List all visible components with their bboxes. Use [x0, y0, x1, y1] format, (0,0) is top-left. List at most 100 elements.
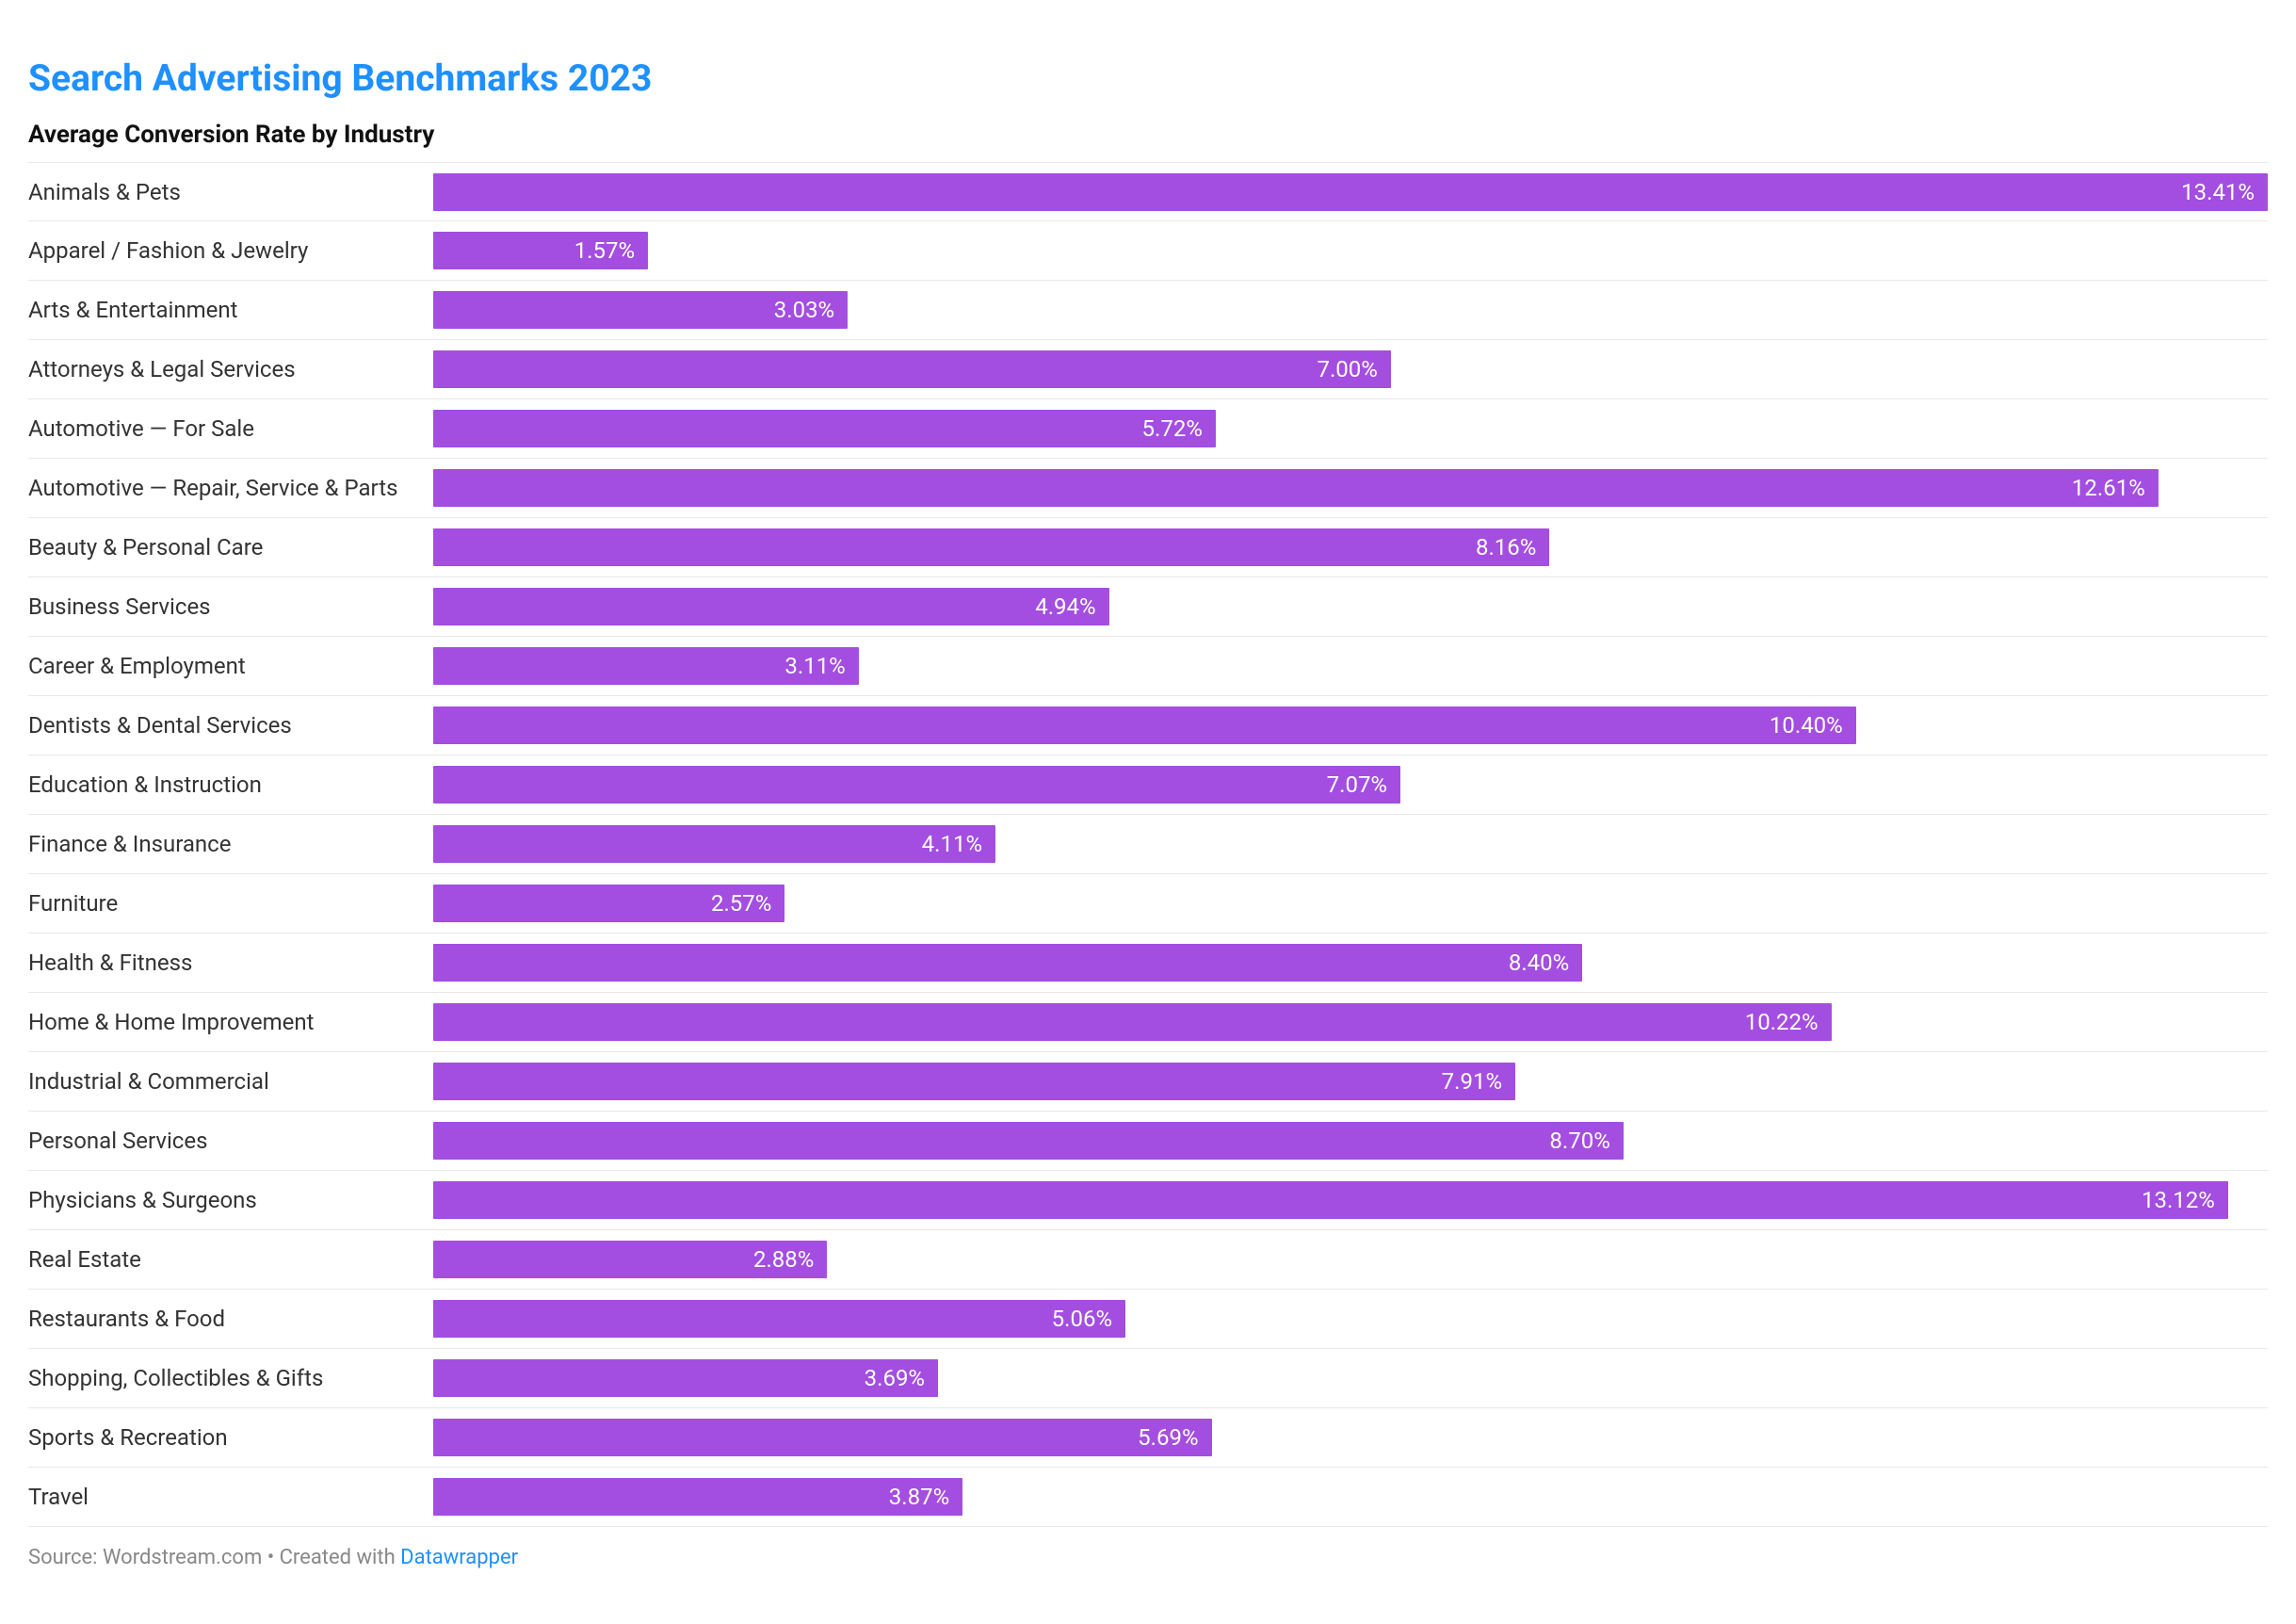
bar-cell: 7.07% [433, 755, 2268, 814]
row-label: Education & Instruction [28, 771, 433, 798]
chart-row: Home & Home Improvement 10.22% [28, 993, 2268, 1052]
bar-chart: Animals & Pets13.41%Apparel / Fashion & … [28, 162, 2268, 1527]
chart-row: Real Estate 2.88% [28, 1230, 2268, 1290]
bar-cell: 4.11% [433, 815, 2268, 873]
footer-source: Source: Wordstream.com [28, 1546, 262, 1569]
row-label: Dentists & Dental Services [28, 712, 433, 739]
bar: 8.40% [433, 944, 1582, 982]
chart-row: Apparel / Fashion & Jewelry1.57% [28, 221, 2268, 281]
bar-cell: 8.40% [433, 934, 2268, 992]
chart-row: Physicians & Surgeons13.12% [28, 1171, 2268, 1230]
row-label: Automotive — Repair, Service & Parts [28, 475, 433, 501]
chart-row: Beauty & Personal Care 8.16% [28, 518, 2268, 577]
bar-cell: 12.61% [433, 459, 2268, 517]
bar-value: 8.16% [1476, 534, 1536, 560]
chart-row: Finance & Insurance 4.11% [28, 815, 2268, 874]
row-label: Finance & Insurance [28, 831, 433, 857]
bar-cell: 2.57% [433, 874, 2268, 933]
bar-value: 3.03% [774, 297, 834, 323]
bar-value: 2.57% [711, 890, 771, 917]
chart-row: Industrial & Commercial7.91% [28, 1052, 2268, 1112]
bar-cell: 13.12% [433, 1171, 2268, 1229]
chart-footer: Source: Wordstream.com • Created with Da… [28, 1546, 2268, 1569]
row-label: Travel [28, 1484, 433, 1510]
bar-value: 4.94% [1035, 593, 1095, 620]
bar-value: 12.61% [2072, 475, 2145, 501]
bar-value: 5.69% [1138, 1424, 1198, 1451]
bar-value: 10.22% [1745, 1009, 1819, 1035]
bar: 5.72% [433, 410, 1216, 447]
bar-value: 3.69% [865, 1365, 925, 1391]
bar-cell: 7.00% [433, 340, 2268, 398]
chart-row: Automotive — For Sale 5.72% [28, 399, 2268, 459]
row-label: Automotive — For Sale [28, 415, 433, 442]
row-label: Restaurants & Food [28, 1306, 433, 1332]
chart-row: Business Services4.94% [28, 577, 2268, 637]
chart-row: Automotive — Repair, Service & Parts 12.6… [28, 459, 2268, 518]
chart-row: Shopping, Collectibles & Gifts3.69% [28, 1349, 2268, 1408]
bar-cell: 5.72% [433, 399, 2268, 458]
row-label: Home & Home Improvement [28, 1009, 433, 1035]
chart-subtitle: Average Conversion Rate by Industry [28, 121, 2268, 149]
bar-value: 10.40% [1770, 712, 1843, 739]
row-label: Health & Fitness [28, 950, 433, 976]
chart-row: Education & Instruction 7.07% [28, 755, 2268, 815]
chart-row: Travel3.87% [28, 1468, 2268, 1527]
row-label: Real Estate [28, 1246, 433, 1273]
bar: 5.69% [433, 1419, 1212, 1456]
chart-row: Restaurants & Food 5.06% [28, 1290, 2268, 1349]
chart-row: Attorneys & Legal Services7.00% [28, 340, 2268, 399]
row-label: Physicians & Surgeons [28, 1187, 433, 1213]
chart-row: Career & Employment 3.11% [28, 637, 2268, 696]
footer-link[interactable]: Datawrapper [400, 1546, 518, 1569]
chart-row: Personal Services8.70% [28, 1112, 2268, 1171]
bar-value: 7.00% [1317, 356, 1377, 382]
chart-title: Search Advertising Benchmarks 2023 [28, 57, 2268, 100]
bar-value: 5.06% [1052, 1306, 1112, 1332]
footer-created-with: Created with [280, 1546, 401, 1569]
chart-row: Furniture2.57% [28, 874, 2268, 934]
bar-value: 4.11% [922, 831, 982, 857]
chart-row: Sports & Recreation 5.69% [28, 1408, 2268, 1468]
bar: 3.69% [433, 1359, 938, 1397]
row-label: Career & Employment [28, 653, 433, 679]
bar: 4.94% [433, 588, 1109, 625]
chart-row: Health & Fitness8.40% [28, 934, 2268, 993]
row-label: Beauty & Personal Care [28, 534, 433, 560]
bar-value: 8.70% [1549, 1128, 1609, 1154]
bar: 7.91% [433, 1063, 1515, 1100]
bar: 4.11% [433, 825, 995, 863]
bar: 2.88% [433, 1241, 827, 1278]
bar: 5.06% [433, 1300, 1125, 1338]
bar: 3.87% [433, 1478, 962, 1516]
bar: 10.22% [433, 1003, 1832, 1041]
bar-cell: 13.41% [433, 163, 2268, 220]
chart-row: Animals & Pets13.41% [28, 162, 2268, 221]
row-label: Arts & Entertainment [28, 297, 433, 323]
bar-cell: 7.91% [433, 1052, 2268, 1111]
bar-value: 3.11% [784, 653, 845, 679]
bar-cell: 3.03% [433, 281, 2268, 339]
bar: 7.07% [433, 766, 1400, 804]
bar: 13.41% [433, 173, 2268, 211]
bar-value: 2.88% [753, 1246, 814, 1273]
bar: 2.57% [433, 885, 784, 922]
bar-cell: 3.69% [433, 1349, 2268, 1407]
bar: 10.40% [433, 706, 1856, 744]
bar-value: 1.57% [574, 237, 635, 264]
chart-container: Search Advertising Benchmarks 2023 Avera… [0, 0, 2296, 1624]
bar-cell: 4.94% [433, 577, 2268, 636]
bar-cell: 5.06% [433, 1290, 2268, 1348]
bar: 3.11% [433, 647, 859, 685]
bar-value: 13.41% [2181, 179, 2255, 205]
bar-cell: 1.57% [433, 221, 2268, 280]
bar-cell: 5.69% [433, 1408, 2268, 1467]
bar-cell: 8.16% [433, 518, 2268, 577]
bar: 8.70% [433, 1122, 1624, 1160]
bar-value: 7.07% [1327, 771, 1387, 798]
bar-value: 5.72% [1142, 415, 1203, 442]
row-label: Sports & Recreation [28, 1424, 433, 1451]
chart-row: Arts & Entertainment 3.03% [28, 281, 2268, 340]
bar-cell: 3.87% [433, 1468, 2268, 1526]
bar-cell: 2.88% [433, 1230, 2268, 1289]
